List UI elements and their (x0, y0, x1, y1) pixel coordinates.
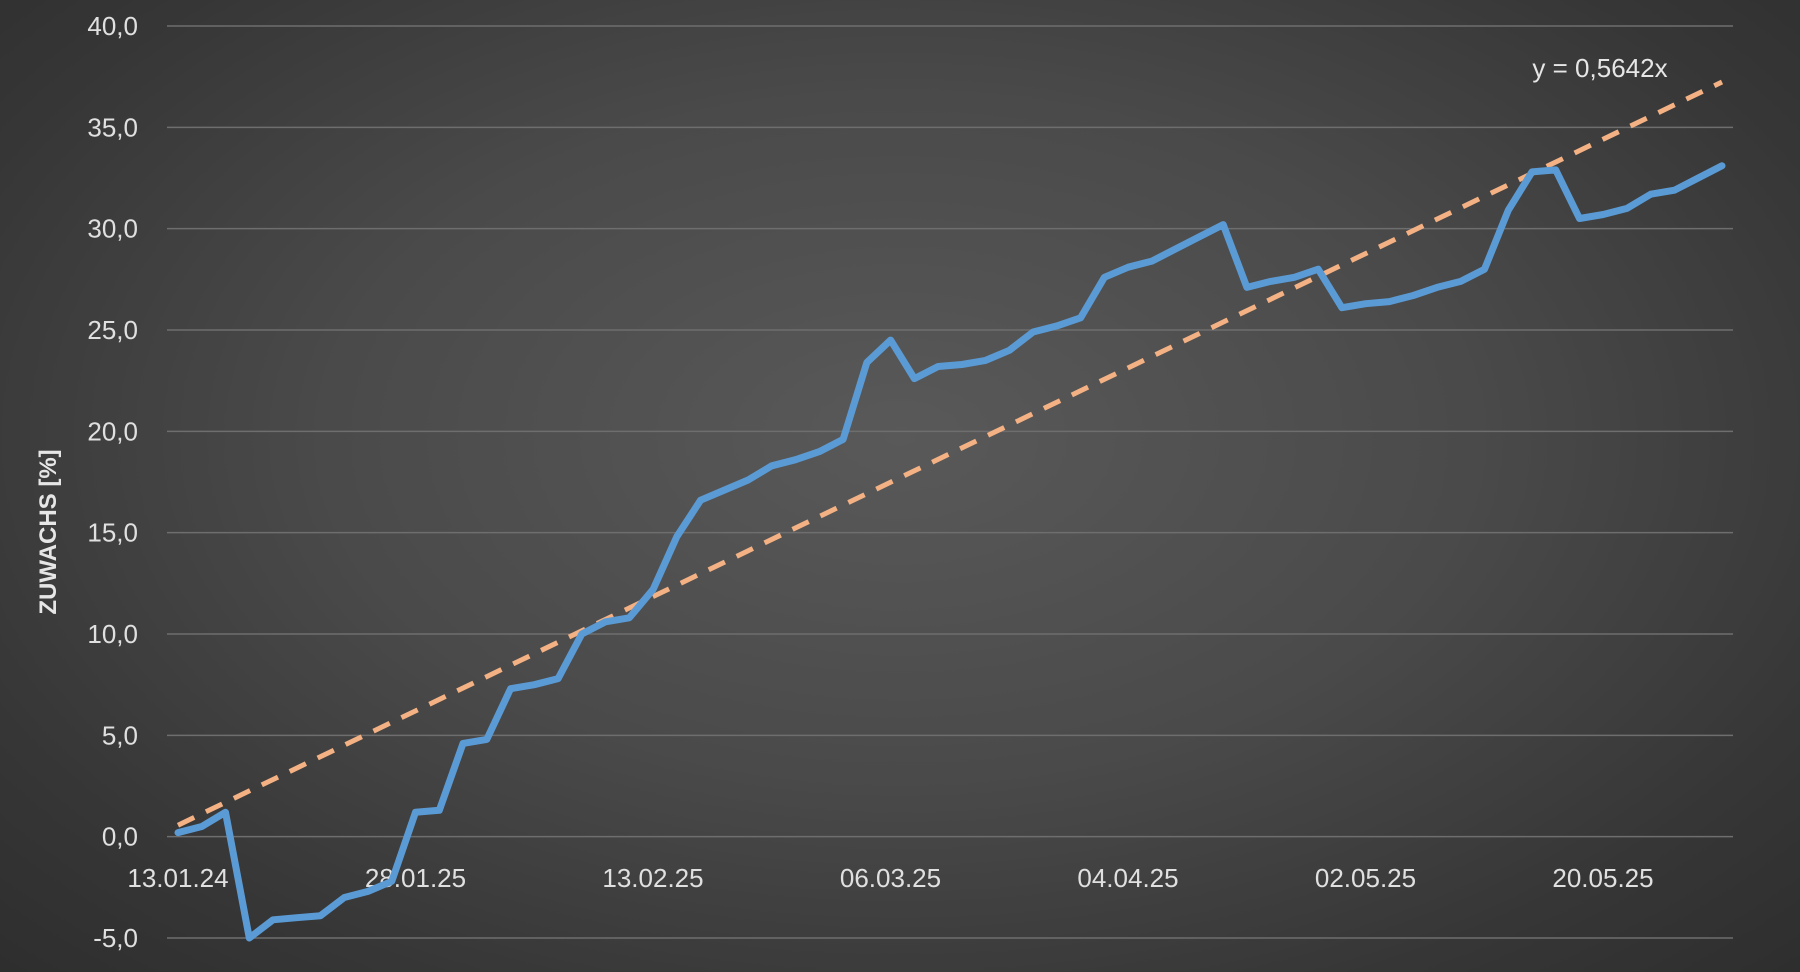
trendline (176, 79, 1724, 828)
y-tick-label: 0,0 (102, 822, 138, 852)
x-tick-label: 02.05.25 (1315, 863, 1416, 893)
x-tick-label: 04.04.25 (1077, 863, 1178, 893)
y-tick-label: 25,0 (87, 315, 138, 345)
x-axis-ticks: 13.01.24 28.01.25 13.02.25 06.03.25 04.04.25… (127, 863, 1653, 893)
y-tick-label: 35,0 (87, 112, 138, 142)
y-axis-title: ZUWACHS [%] (35, 449, 62, 614)
y-tick-label: 10,0 (87, 619, 138, 649)
y-tick-label: 40,0 (87, 11, 138, 41)
gridlines (167, 25, 1733, 939)
x-tick-label: 06.03.25 (840, 863, 941, 893)
y-axis-ticks: -5,0 0,0 5,0 10,0 15,0 20,0 25,0 30,0 35,0 40,0 (87, 11, 138, 953)
y-tick-label: 20,0 (87, 416, 138, 446)
y-tick-label: 30,0 (87, 214, 138, 244)
x-tick-label: 13.01.24 (127, 863, 228, 893)
y-tick-label: -5,0 (93, 923, 138, 953)
trendline-equation-label: y = 0,5642x (1532, 53, 1667, 83)
y-tick-label: 5,0 (102, 720, 138, 750)
x-tick-label: 20.05.25 (1552, 863, 1653, 893)
series-line (174, 162, 1726, 942)
y-tick-label: 15,0 (87, 518, 138, 548)
x-tick-label: 13.02.25 (602, 863, 703, 893)
